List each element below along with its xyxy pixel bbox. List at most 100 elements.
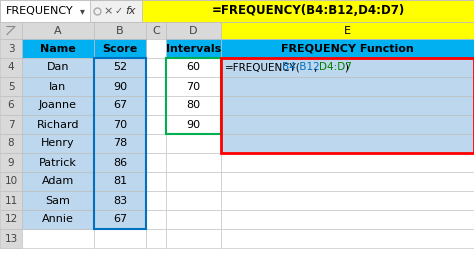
Bar: [166, 77, 221, 96]
Bar: [142, 0, 474, 22]
Bar: [22, 77, 94, 96]
Bar: [94, 134, 146, 153]
Text: D: D: [189, 26, 198, 35]
Bar: [166, 58, 221, 77]
Text: Score: Score: [102, 43, 137, 54]
Text: =FREQUENCY(: =FREQUENCY(: [225, 62, 301, 73]
Bar: [22, 191, 94, 210]
Text: 70: 70: [113, 120, 127, 130]
Bar: [146, 210, 166, 229]
Text: Adam: Adam: [42, 177, 74, 186]
Text: Sam: Sam: [46, 196, 71, 205]
Text: Joanne: Joanne: [39, 100, 77, 111]
Bar: [94, 77, 146, 96]
Bar: [0, 210, 22, 229]
Text: 67: 67: [113, 214, 127, 224]
Bar: [94, 58, 146, 229]
Bar: [221, 22, 474, 39]
Bar: [94, 77, 146, 96]
Text: 70: 70: [186, 81, 201, 92]
Bar: [146, 229, 166, 248]
Text: 60: 60: [186, 62, 201, 73]
Bar: [94, 115, 146, 134]
Bar: [0, 115, 22, 134]
Bar: [22, 58, 94, 77]
Bar: [22, 172, 94, 191]
Bar: [22, 77, 94, 96]
Bar: [146, 22, 166, 39]
Bar: [146, 153, 166, 172]
Bar: [22, 191, 94, 210]
Text: ,: ,: [313, 62, 317, 73]
Text: 7: 7: [8, 120, 14, 130]
Text: 90: 90: [186, 120, 201, 130]
Bar: [0, 96, 22, 115]
Bar: [22, 39, 94, 58]
Bar: [22, 115, 94, 134]
Text: Name: Name: [40, 43, 76, 54]
Bar: [94, 172, 146, 191]
Bar: [221, 229, 474, 248]
Bar: [166, 96, 221, 115]
Bar: [221, 58, 474, 77]
Text: 13: 13: [4, 233, 18, 243]
Bar: [94, 153, 146, 172]
Bar: [0, 172, 22, 191]
Text: 67: 67: [113, 100, 127, 111]
Text: ×: ×: [103, 6, 113, 16]
Bar: [0, 0, 90, 22]
Text: 90: 90: [113, 81, 127, 92]
Text: ▾: ▾: [80, 6, 84, 16]
Bar: [0, 77, 22, 96]
Bar: [22, 96, 94, 115]
Text: A: A: [54, 26, 62, 35]
Bar: [94, 191, 146, 210]
Bar: [166, 58, 221, 134]
Text: D4:D7: D4:D7: [319, 62, 352, 73]
Bar: [166, 115, 221, 134]
Bar: [146, 172, 166, 191]
Bar: [22, 153, 94, 172]
Text: 78: 78: [113, 139, 127, 148]
Bar: [22, 153, 94, 172]
Bar: [94, 172, 146, 191]
Text: E: E: [344, 26, 351, 35]
Bar: [221, 77, 474, 96]
Bar: [221, 172, 474, 191]
Bar: [94, 229, 146, 248]
Bar: [94, 22, 146, 39]
Bar: [221, 134, 474, 153]
Bar: [0, 39, 22, 58]
Text: FREQUENCY: FREQUENCY: [6, 6, 74, 16]
Bar: [22, 134, 94, 153]
Bar: [94, 134, 146, 153]
Bar: [22, 134, 94, 153]
Bar: [221, 39, 474, 58]
Bar: [94, 39, 146, 58]
Bar: [166, 39, 221, 58]
Bar: [221, 58, 474, 77]
Bar: [146, 115, 166, 134]
Bar: [0, 153, 22, 172]
Text: ✓: ✓: [115, 6, 123, 16]
Bar: [166, 229, 221, 248]
Text: 9: 9: [8, 158, 14, 167]
Text: 3: 3: [8, 43, 14, 54]
Bar: [146, 191, 166, 210]
Text: 6: 6: [8, 100, 14, 111]
Bar: [22, 172, 94, 191]
Text: Henry: Henry: [41, 139, 75, 148]
Bar: [0, 0, 474, 22]
Text: 8: 8: [8, 139, 14, 148]
Bar: [146, 96, 166, 115]
Bar: [94, 58, 146, 77]
Text: 52: 52: [113, 62, 127, 73]
Text: Annie: Annie: [42, 214, 74, 224]
Bar: [166, 172, 221, 191]
Bar: [221, 39, 474, 58]
Bar: [221, 153, 474, 172]
Bar: [94, 210, 146, 229]
Text: Patrick: Patrick: [39, 158, 77, 167]
Bar: [94, 58, 146, 77]
Bar: [94, 191, 146, 210]
